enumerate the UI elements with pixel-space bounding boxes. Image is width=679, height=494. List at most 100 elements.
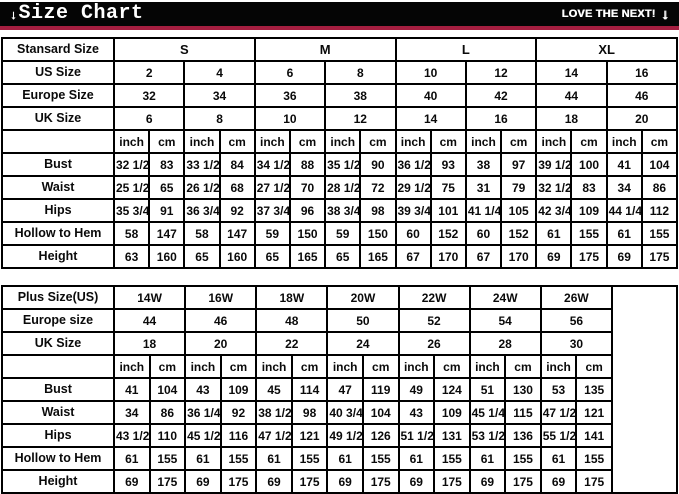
empty-column-cell: [611, 285, 678, 494]
size-cell: 30: [539, 331, 614, 356]
value-cell: 60: [464, 221, 503, 246]
value-cell: 61: [113, 446, 151, 471]
row-label-cell: Hollow to Hem: [1, 221, 115, 246]
size-cell: 38: [324, 83, 397, 108]
value-cell: 45 1/2: [184, 423, 222, 448]
value-cell: 45 1/4: [468, 400, 507, 425]
value-cell: 70: [288, 175, 327, 200]
value-cell: 35 3/4: [112, 198, 151, 223]
brand-group: LOVE THE NEXT! ↓: [562, 7, 669, 22]
value-cell: 147: [148, 221, 186, 246]
value-cell: 36 1/2: [394, 152, 432, 177]
size-cell: 16: [605, 60, 679, 85]
size-group-cell: XL: [535, 37, 678, 62]
unit-cm-cell: cm: [290, 354, 329, 379]
size-cell: 4: [183, 60, 256, 85]
value-cell: 98: [359, 198, 397, 223]
size-cell: 24: [326, 331, 400, 356]
size-cell: 24W: [468, 285, 542, 310]
row-label-cell: UK Size: [1, 106, 115, 131]
value-cell: 40 3/4: [326, 400, 364, 425]
value-cell: 96: [288, 198, 327, 223]
standard-size-table-body: Stansard Size S M L XL US Size 2 4 6 8 10 12 14 16 Eur…: [1, 37, 679, 269]
value-cell: 65: [183, 244, 221, 269]
value-cell: 47 1/2: [539, 400, 578, 425]
row-label-cell: Bust: [1, 377, 115, 402]
size-cell: 10: [394, 60, 467, 85]
value-cell: 83: [570, 175, 608, 200]
value-cell: 32 1/2: [112, 152, 151, 177]
row-label-cell: UK Size: [1, 331, 115, 356]
size-cell: 52: [397, 308, 471, 333]
value-cell: 152: [500, 221, 538, 246]
value-cell: 28 1/2: [324, 175, 362, 200]
size-cell: 16W: [184, 285, 258, 310]
unit-cm-cell: cm: [288, 129, 327, 154]
value-cell: 155: [290, 446, 329, 471]
value-cell: 49 1/2: [326, 423, 364, 448]
value-cell: 36 3/4: [183, 198, 221, 223]
value-cell: 43: [397, 400, 436, 425]
value-cell: 160: [148, 244, 186, 269]
value-cell: 112: [640, 198, 679, 223]
value-cell: 69: [397, 469, 436, 494]
value-cell: 160: [218, 244, 256, 269]
unit-inch-cell: inch: [183, 129, 221, 154]
size-cell: 46: [184, 308, 258, 333]
value-cell: 69: [535, 244, 573, 269]
value-cell: 67: [394, 244, 432, 269]
value-cell: 175: [219, 469, 258, 494]
value-cell: 37 3/4: [253, 198, 291, 223]
row-label-cell: Hips: [1, 198, 115, 223]
unit-inch-cell: inch: [324, 129, 362, 154]
size-cell: 20: [605, 106, 679, 131]
size-cell: 50: [326, 308, 400, 333]
unit-cm-cell: cm: [359, 129, 397, 154]
size-cell: 26W: [539, 285, 614, 310]
value-cell: 86: [148, 400, 187, 425]
unit-inch-cell: inch: [253, 129, 291, 154]
unit-cm-cell: cm: [148, 354, 187, 379]
value-cell: 92: [219, 400, 258, 425]
value-cell: 45: [255, 377, 293, 402]
value-cell: 34: [113, 400, 151, 425]
size-cell: 2: [112, 60, 186, 85]
value-cell: 131: [433, 423, 471, 448]
value-cell: 49: [397, 377, 436, 402]
unit-inch-cell: inch: [113, 354, 151, 379]
unit-inch-cell: inch: [605, 129, 643, 154]
value-cell: 38 1/2: [255, 400, 293, 425]
value-cell: 61: [539, 446, 578, 471]
value-cell: 135: [575, 377, 613, 402]
size-cell: 56: [539, 308, 614, 333]
plus-size-table-body: Plus Size(US) 14W 16W 18W 20W 22W 24W 26W Europe…: [1, 285, 678, 494]
row-label-cell: Stansard Size: [1, 37, 115, 62]
unit-cm-cell: cm: [433, 354, 471, 379]
size-cell: 12: [464, 60, 538, 85]
value-cell: 124: [433, 377, 471, 402]
value-cell: 98: [290, 400, 329, 425]
value-cell: 130: [504, 377, 542, 402]
value-cell: 69: [326, 469, 364, 494]
row-label-cell: Height: [1, 244, 115, 269]
unit-inch-cell: inch: [535, 129, 573, 154]
value-cell: 61: [326, 446, 364, 471]
size-cell: 44: [112, 308, 187, 333]
value-cell: 43: [184, 377, 222, 402]
value-cell: 155: [148, 446, 187, 471]
value-cell: 155: [640, 221, 679, 246]
value-cell: 104: [361, 400, 400, 425]
value-cell: 110: [148, 423, 187, 448]
value-cell: 68: [218, 175, 256, 200]
value-cell: 155: [570, 221, 608, 246]
size-cell: 18W: [255, 285, 329, 310]
value-cell: 69: [539, 469, 578, 494]
value-cell: 141: [575, 423, 613, 448]
row-label-cell: US Size: [1, 60, 115, 85]
size-cell: 36: [253, 83, 327, 108]
size-cell: 42: [464, 83, 538, 108]
value-cell: 61: [605, 221, 643, 246]
size-group-cell: M: [253, 37, 397, 62]
size-cell: 22W: [397, 285, 471, 310]
value-cell: 150: [288, 221, 327, 246]
